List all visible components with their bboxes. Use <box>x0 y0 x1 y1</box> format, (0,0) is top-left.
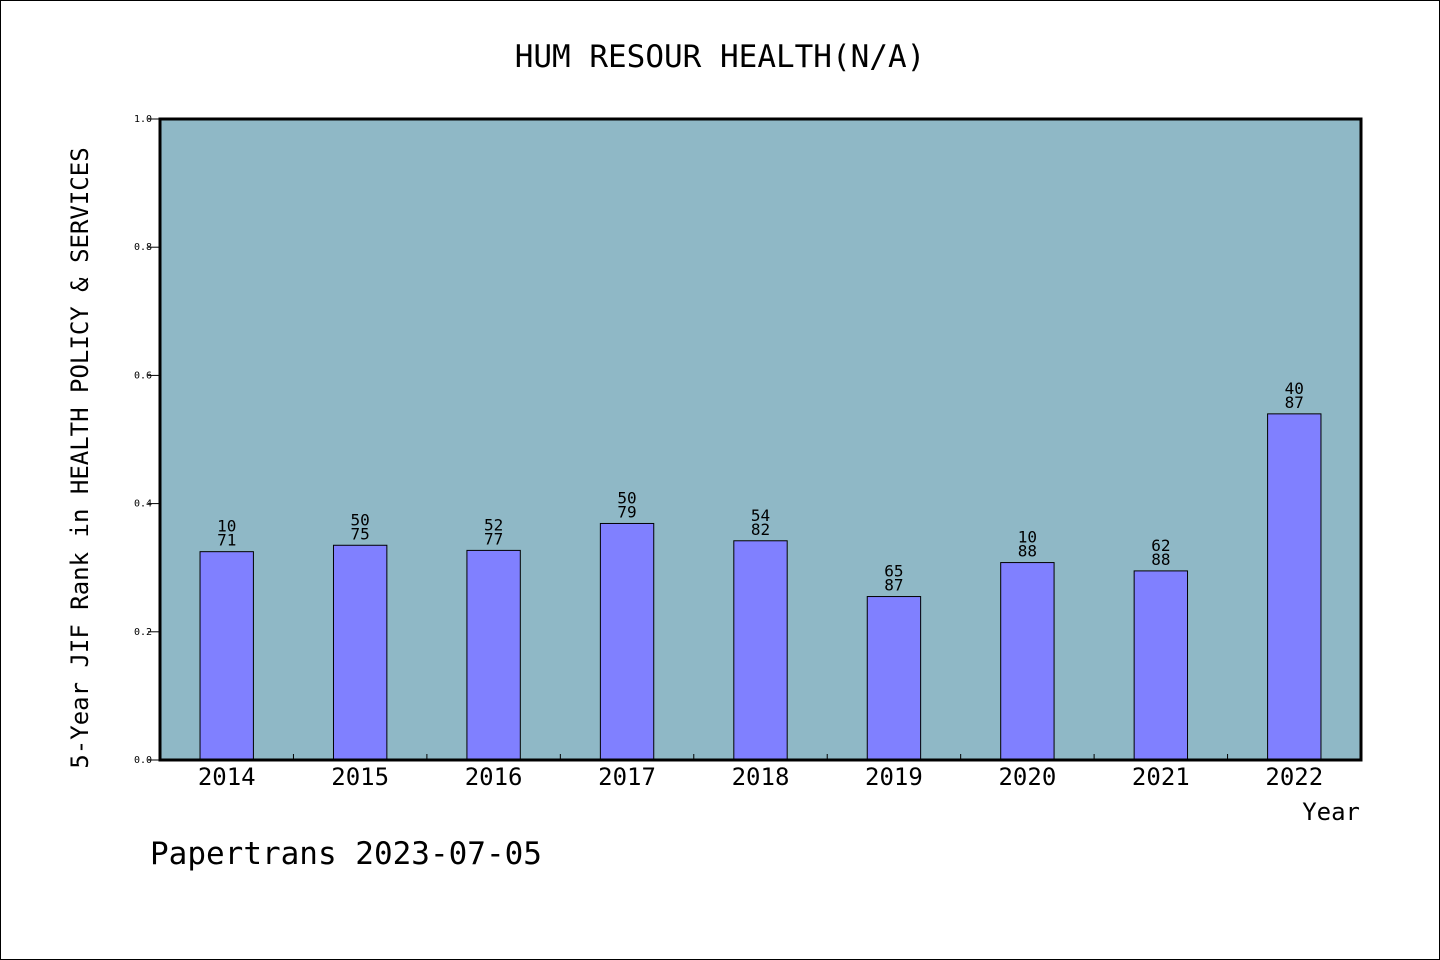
bar-label-total: 88 <box>1151 550 1170 569</box>
x-tick-label: 2020 <box>998 763 1056 791</box>
bar-2016 <box>466 549 521 761</box>
y-tick-label: 0.8 <box>134 242 152 253</box>
bar-2020 <box>1000 562 1055 761</box>
y-tick-label: 0.0 <box>134 755 152 766</box>
bar-2018 <box>733 540 788 761</box>
x-tick-label: 2022 <box>1265 763 1323 791</box>
y-axis-label: 5-Year JIF Rank in HEALTH POLICY & SERVI… <box>66 147 94 768</box>
bar-label-total: 75 <box>351 524 370 543</box>
chart-title: HUM RESOUR HEALTH(N/A) <box>515 39 926 75</box>
bar-2014 <box>199 551 254 761</box>
x-tick-label: 2016 <box>465 763 523 791</box>
bar-label-rank: 62 <box>1151 536 1170 555</box>
bar-label-rank: 10 <box>1018 528 1037 547</box>
plot-border <box>158 117 1363 762</box>
x-tick-label: 2021 <box>1132 763 1190 791</box>
bar-2019 <box>866 596 922 761</box>
y-tick-label: 0.6 <box>134 370 152 381</box>
bar-label-rank: 50 <box>351 510 370 529</box>
bar-2015 <box>332 544 388 761</box>
bar-label-rank: 54 <box>751 506 770 525</box>
bar-label-total: 87 <box>1285 393 1304 412</box>
bar-label-total: 87 <box>884 576 903 595</box>
bar-label-total: 77 <box>484 529 503 548</box>
bar-2017 <box>599 522 655 761</box>
bar-label-rank: 10 <box>217 517 236 536</box>
bar-2022 <box>1267 413 1322 761</box>
bar-label-rank: 40 <box>1285 379 1304 398</box>
bar-label-rank: 50 <box>617 488 636 507</box>
x-tick-label: 2018 <box>732 763 790 791</box>
bar-label-rank: 52 <box>484 515 503 534</box>
x-tick-label: 2014 <box>198 763 256 791</box>
x-tick-label: 2015 <box>331 763 389 791</box>
bar-label-total: 79 <box>617 502 636 521</box>
y-axis-ticks: 0.0 0.2 0.4 0.6 0.8 1.0 <box>134 114 160 766</box>
y-tick-label: 0.4 <box>134 499 152 510</box>
y-tick-label: 0.2 <box>134 627 152 638</box>
bar-label-rank: 65 <box>884 562 903 581</box>
x-tick-label: 2017 <box>598 763 656 791</box>
bar-label-total: 88 <box>1018 542 1037 561</box>
x-axis-label: Year <box>1302 798 1360 826</box>
bar-label-total: 71 <box>217 531 236 550</box>
y-tick-label: 1.0 <box>134 114 152 125</box>
x-axis-ticks: 2014 2015 2016 2017 2018 2019 2020 2021 2022 <box>198 754 1323 791</box>
bar-label-total: 82 <box>751 520 770 539</box>
footer-credit: Papertrans 2023-07-05 <box>150 836 542 872</box>
x-tick-label: 2019 <box>865 763 923 791</box>
bar-2021 <box>1133 570 1189 761</box>
